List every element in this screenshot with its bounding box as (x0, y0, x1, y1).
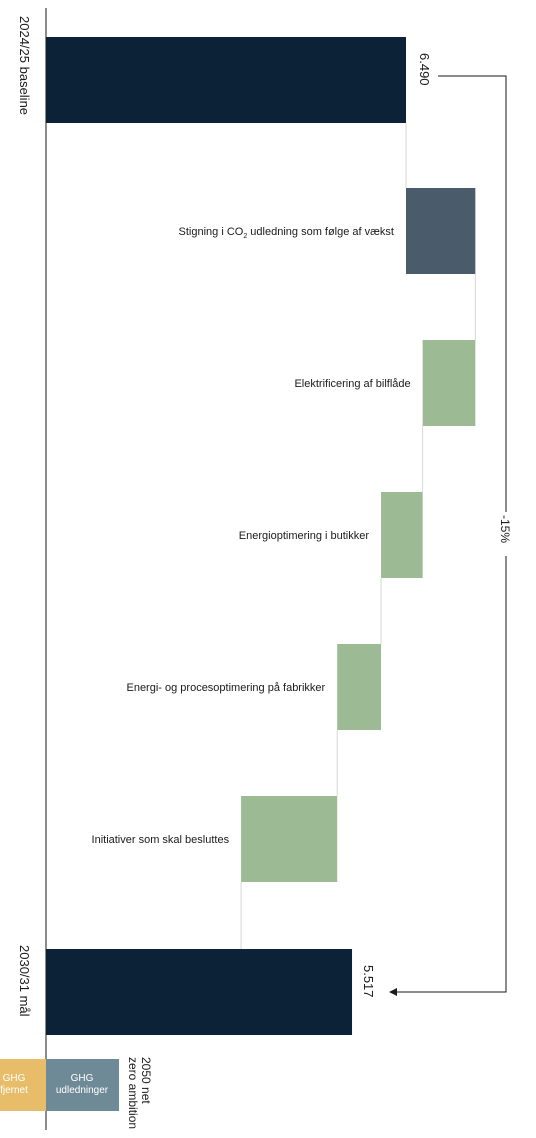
step-bar-5 (241, 796, 338, 882)
ghg-removed-label-1: GHG (3, 1073, 26, 1084)
target-value: 5.517 (361, 965, 376, 998)
ghg-emissions-label-1: GHG (71, 1073, 94, 1084)
ghg-emissions-bar (46, 1059, 119, 1111)
change-bracket: -15% (389, 75, 514, 996)
labels: 2024/25 baseline 2030/31 mål 6.490 5.517 Sti… (17, 16, 432, 1017)
bars (46, 37, 476, 1035)
ghg-removed-label-2: fjernet (0, 1085, 28, 1096)
target-label: 2030/31 mål (17, 945, 32, 1017)
step-label-4: Energi- og procesoptimering på fabrikker (126, 682, 325, 694)
ambition-label-2: zero ambition (126, 1057, 140, 1129)
step-bar-2 (422, 340, 476, 426)
step-bar-1 (406, 188, 476, 274)
baseline-value: 6.490 (417, 53, 432, 86)
step-label-5: Initiativer som skal besluttes (92, 834, 230, 846)
baseline-label: 2024/25 baseline (17, 16, 32, 115)
step-bar-3 (381, 492, 423, 578)
step-label-2: Elektrificering af bilflåde (294, 378, 410, 390)
ambition-label-1: 2050 net (139, 1057, 153, 1104)
ghg-emissions-label-2: udledninger (56, 1085, 109, 1096)
connector-lines (240, 123, 476, 949)
change-label: -15% (498, 515, 512, 543)
step-label-3: Energioptimering i butikker (239, 530, 370, 542)
ghg-removed-bar (0, 1059, 46, 1111)
target-bar (46, 949, 353, 1035)
baseline-bar (46, 37, 406, 123)
step-bar-4 (337, 644, 382, 730)
step-label-1: Stigning i CO2 udledning som følge af væ… (179, 226, 394, 240)
bracket-label-bg (498, 512, 514, 556)
